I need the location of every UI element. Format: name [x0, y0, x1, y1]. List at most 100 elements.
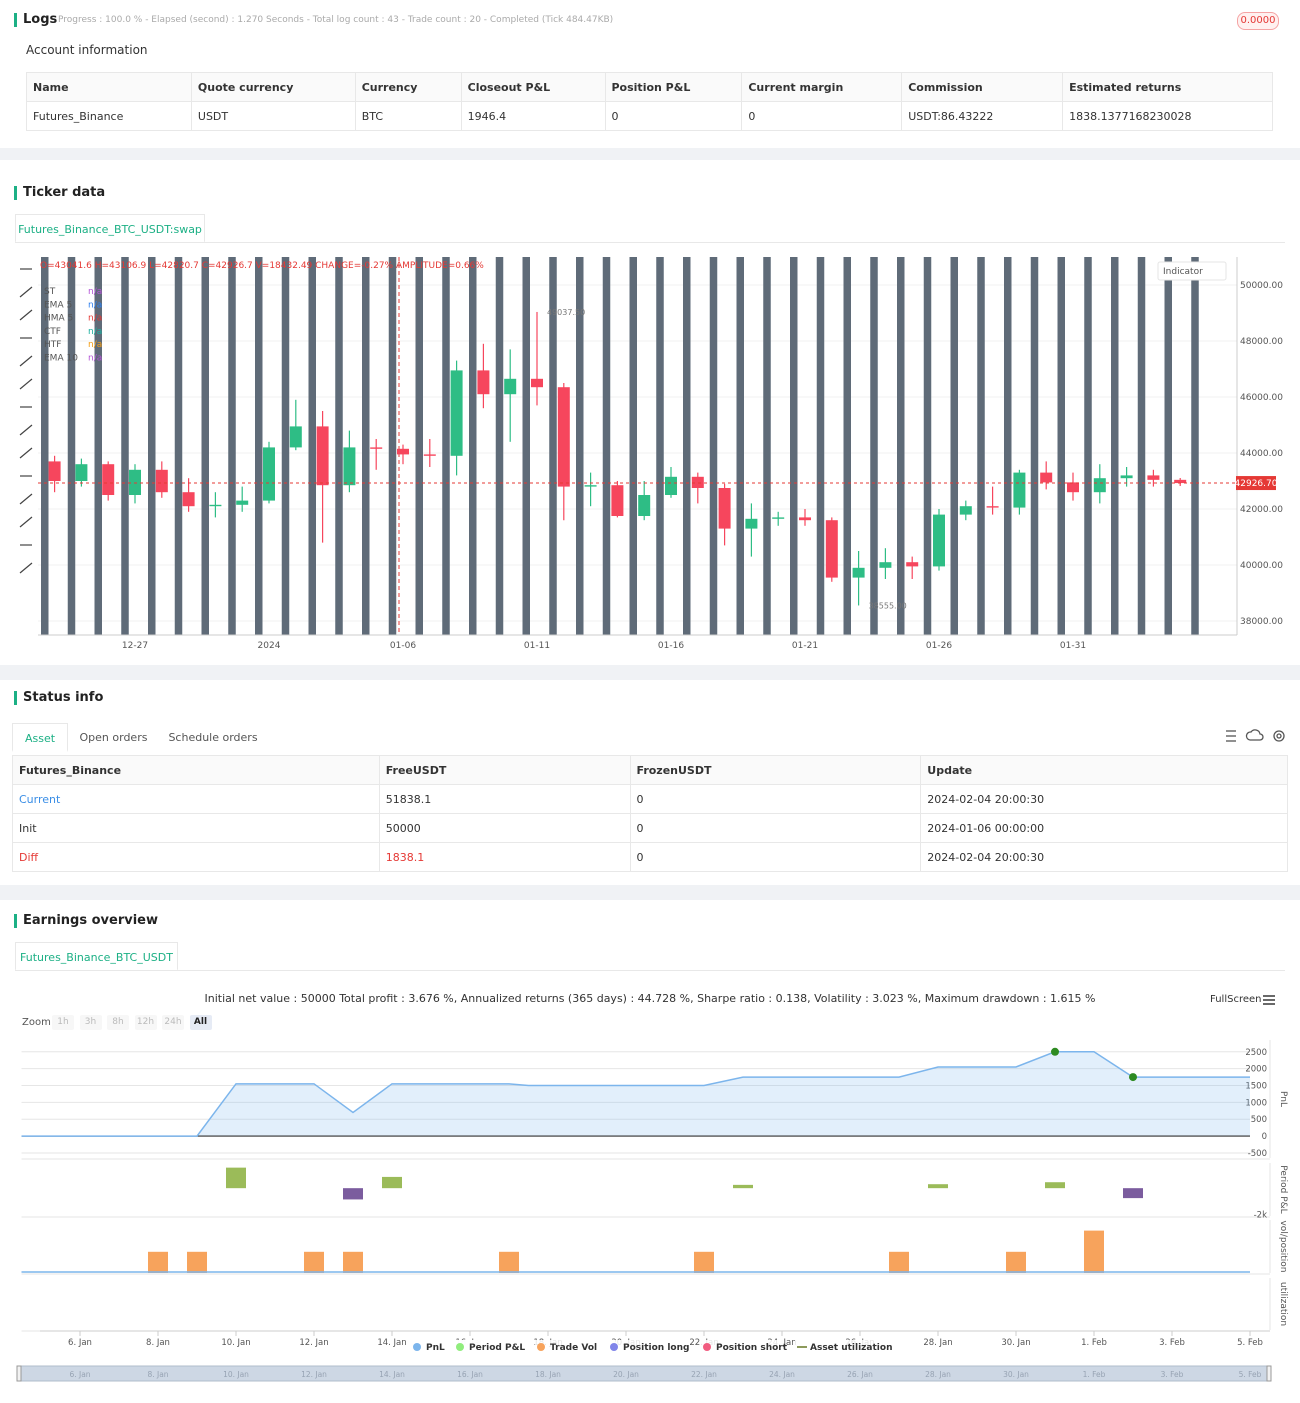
candle-body — [236, 500, 249, 505]
candle-body — [772, 517, 785, 519]
fullscreen-button[interactable]: FullScreen — [1210, 994, 1262, 1005]
navigator-handle[interactable] — [1266, 1365, 1272, 1382]
x-tick-label: 6. Jan — [68, 1338, 92, 1348]
bar — [382, 1176, 402, 1189]
candle-body — [745, 518, 758, 529]
x-tick-label: 5. Feb — [1237, 1338, 1263, 1348]
ticker-tab[interactable]: Futures_Binance_BTC_USDT:swap — [15, 214, 205, 243]
tool-icon[interactable] — [19, 516, 33, 528]
zoom-button[interactable]: 12h — [134, 1015, 157, 1030]
candle-body — [343, 447, 356, 486]
candle-body — [316, 426, 329, 486]
candle-body — [638, 495, 651, 516]
x-tick-label: 12. Jan — [299, 1338, 328, 1348]
session-stripe — [843, 257, 851, 635]
x-tick-label: 01-11 — [524, 641, 550, 651]
session-stripe — [1191, 257, 1199, 635]
logs-title: Logs — [23, 12, 58, 27]
tool-icon[interactable] — [19, 309, 33, 321]
zoom-label: Zoom — [22, 1017, 51, 1028]
legend-label[interactable]: PnL — [426, 1343, 445, 1353]
legend-label[interactable]: Asset utilization — [810, 1343, 892, 1353]
navigator-handle[interactable] — [16, 1365, 22, 1382]
y-tick-label: 2500 — [1245, 1048, 1267, 1058]
low-label: 38555.00 — [869, 601, 907, 610]
candle-body — [75, 464, 88, 481]
account-table: Name Quote currency Currency Closeout P&L Po… — [26, 72, 1273, 131]
legend-name: HMA 5 — [44, 314, 73, 324]
candle-body — [879, 562, 892, 568]
candle-body — [209, 504, 222, 507]
candle-body — [129, 469, 141, 495]
column-header: Position P&L — [604, 72, 743, 102]
status-tab[interactable]: Asset — [12, 723, 68, 752]
candle-body — [423, 454, 436, 456]
y-tick-label: 0 — [1262, 1132, 1267, 1142]
status-tab[interactable]: Schedule orders — [168, 731, 258, 744]
tool-icon[interactable] — [19, 286, 33, 298]
x-tick-label: 10. Jan — [221, 1338, 250, 1348]
y-tick-label: 48000.00 — [1240, 337, 1283, 347]
y-tick-label: -2k — [1254, 1211, 1267, 1221]
x-tick-label: 28. Jan — [923, 1338, 952, 1348]
column-header: Estimated returns — [1062, 72, 1273, 102]
x-tick-label: 01-31 — [1060, 641, 1086, 651]
session-stripe — [897, 257, 905, 635]
candle-body — [1013, 472, 1026, 508]
table-cell: 0 — [629, 784, 922, 814]
cloud-icon[interactable] — [1245, 729, 1264, 741]
legend-label[interactable]: Position short — [716, 1343, 788, 1353]
tool-icon[interactable] — [19, 493, 33, 505]
list-icon[interactable] — [1226, 730, 1236, 742]
ticker-chart: 38000.00 40000.00 42000.00 44000.00 46000.00… — [19, 257, 1283, 651]
legend-bg — [608, 1340, 688, 1353]
navigator-label: 8. Jan — [147, 1370, 168, 1379]
zoom-button[interactable]: 8h — [107, 1015, 129, 1030]
table-row: Futures_Binance USDT BTC 1946.4 0 0 USDT:86.43… — [26, 101, 1273, 131]
zoom-button[interactable]: 1h — [52, 1015, 74, 1030]
earnings-card: Earnings overview Futures_Binance_BTC_US… — [0, 900, 1300, 1403]
y-tick-label: 40000.00 — [1240, 561, 1283, 571]
settings-icon[interactable] — [1273, 730, 1285, 742]
legend-label[interactable]: Position long — [623, 1343, 689, 1353]
tool-icon[interactable] — [19, 424, 33, 436]
zoom-button[interactable]: 24h — [162, 1015, 184, 1030]
tool-icon[interactable] — [19, 562, 33, 574]
navigator-label: 10. Jan — [223, 1370, 249, 1379]
zoom-button[interactable]: All — [189, 1015, 212, 1030]
status-card: Status info Asset Open orders Schedule ord… — [0, 680, 1300, 885]
earnings-tab[interactable]: Futures_Binance_BTC_USDT — [15, 942, 178, 971]
session-stripe — [362, 257, 370, 635]
axis-title: Period P&L — [1278, 1165, 1288, 1213]
indicator-button[interactable] — [1157, 261, 1227, 281]
title-accent — [14, 13, 17, 27]
menu-icon[interactable] — [1262, 994, 1276, 1006]
legend-label[interactable]: Period P&L — [469, 1343, 525, 1353]
tool-icon[interactable] — [19, 447, 33, 459]
last-price-label: 42926.70 — [1235, 479, 1278, 489]
candle-body — [531, 378, 543, 388]
status-tab[interactable]: Open orders — [79, 731, 148, 744]
navigator-label: 1. Feb — [1083, 1370, 1106, 1379]
y-tick-label: 42000.00 — [1240, 505, 1283, 515]
legend-symbol — [537, 1343, 545, 1351]
session-stripe — [174, 257, 183, 635]
title-accent — [14, 914, 17, 928]
column-header: Closeout P&L — [460, 72, 606, 102]
zoom-button[interactable]: 3h — [79, 1015, 102, 1030]
candle-body — [48, 461, 61, 481]
x-tick-label: 1. Feb — [1081, 1338, 1107, 1348]
bar — [1006, 1251, 1026, 1273]
session-stripe — [1111, 257, 1119, 635]
table-cell: 2024-02-04 20:00:30 — [920, 784, 1288, 814]
high-label: 49037.50 — [547, 308, 585, 317]
candle-body — [1147, 475, 1160, 480]
bar — [1084, 1230, 1104, 1273]
tool-icon[interactable] — [19, 355, 33, 367]
bar — [928, 1184, 948, 1189]
table-cell: BTC — [354, 101, 462, 131]
session-stripe — [977, 257, 985, 635]
legend-label[interactable]: Trade Vol — [550, 1343, 597, 1353]
tool-icon[interactable] — [19, 378, 33, 390]
legend-name: EMA 10 — [44, 354, 78, 364]
